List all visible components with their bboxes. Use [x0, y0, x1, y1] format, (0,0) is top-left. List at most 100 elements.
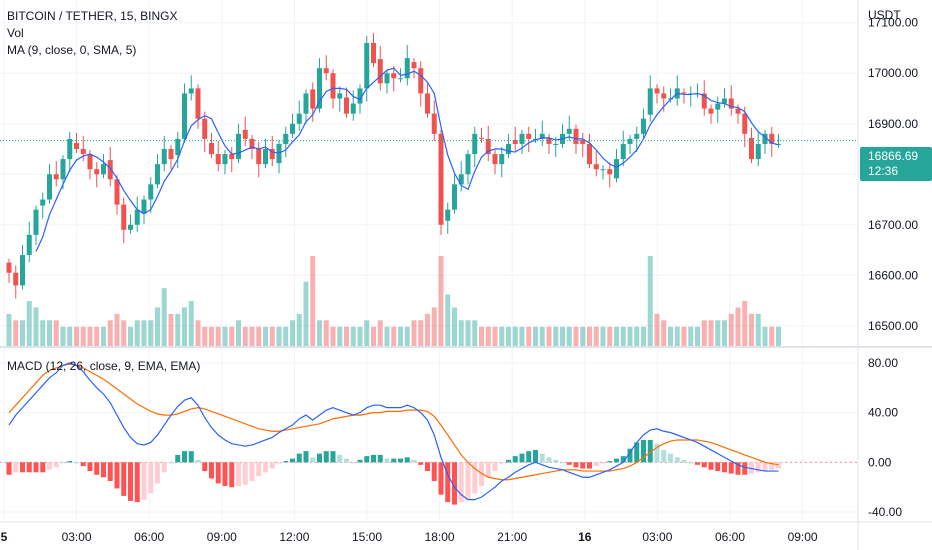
macd-histogram-bar: [614, 458, 619, 463]
macd-histogram-bar: [13, 462, 19, 473]
candle-body: [33, 209, 39, 235]
macd-histogram-bar: [337, 454, 343, 463]
macd-histogram-bar: [310, 457, 316, 463]
macd-histogram-bar: [728, 462, 734, 474]
volume-bar: [425, 313, 430, 346]
macd-histogram-bar: [499, 462, 505, 464]
volume-bar: [701, 320, 707, 346]
x-tick-label: 06:00: [715, 530, 745, 544]
macd-histogram-bar: [445, 462, 451, 503]
volume-bar: [20, 320, 25, 346]
macd-y-tick-label: 0.00: [868, 455, 892, 469]
volume-bar: [546, 326, 552, 346]
volume-bar: [593, 326, 599, 346]
candle-body: [641, 118, 646, 134]
volume-bar: [13, 320, 19, 346]
candle-body: [614, 159, 619, 179]
x-tick-label: 09:00: [207, 530, 237, 544]
macd-histogram-bar: [121, 462, 127, 496]
candle-body: [566, 128, 572, 134]
macd-histogram-bar: [74, 462, 79, 464]
candle-body: [40, 199, 46, 206]
macd-histogram-bar: [155, 462, 160, 484]
candle-body: [539, 133, 545, 139]
candle-body: [465, 154, 471, 175]
macd-histogram-bar: [391, 458, 397, 463]
volume-bar: [249, 326, 255, 346]
candle-body: [330, 73, 336, 99]
x-tick-label: 12:00: [279, 530, 309, 544]
volume-bar: [755, 313, 761, 346]
volume-legend: Vol: [7, 26, 24, 40]
macd-histogram-bar: [458, 462, 464, 503]
macd-histogram-bar: [708, 462, 714, 470]
macd-histogram-bar: [573, 462, 579, 468]
volume-bar: [762, 326, 768, 346]
candle-body: [722, 98, 727, 104]
volume-bar: [492, 326, 498, 346]
volume-bar: [134, 320, 140, 346]
candle-body: [344, 97, 349, 114]
candle-body: [263, 149, 268, 165]
macd-histogram-bar: [26, 462, 32, 473]
volume-bar: [101, 326, 106, 346]
candle-body: [526, 133, 532, 139]
macd-histogram-bar: [431, 462, 437, 481]
candle-body: [323, 68, 329, 74]
candle-body: [492, 154, 498, 165]
macd-histogram-bar: [101, 462, 106, 478]
macd-histogram-bar: [566, 462, 572, 465]
volume-bar: [600, 326, 606, 346]
volume-bar: [519, 326, 525, 346]
macd-y-tick-label: -40.00: [868, 505, 902, 519]
candle-body: [283, 133, 289, 144]
macd-histogram-bar: [53, 462, 59, 468]
candle-body: [600, 169, 606, 171]
candle-body: [573, 128, 579, 144]
volume-bar: [742, 301, 748, 346]
candle-body: [384, 73, 390, 84]
candle-body: [296, 113, 302, 124]
volume-bar: [161, 288, 167, 346]
volume-bar: [533, 326, 538, 346]
macd-histogram-bar: [87, 462, 93, 472]
x-tick-label: 03:00: [642, 530, 672, 544]
volume-bar: [202, 326, 208, 346]
macd-histogram-bar: [114, 462, 120, 489]
candle-body: [728, 98, 734, 109]
volume-bar: [391, 326, 397, 346]
volume-bar: [438, 256, 444, 346]
macd-legend: MACD (12, 26, close, 9, EMA, EMA): [7, 359, 201, 373]
macd-histogram-bar: [134, 462, 140, 503]
candle-body: [47, 174, 52, 200]
volume-bar: [776, 326, 781, 346]
macd-histogram-bar: [263, 462, 268, 473]
candle-body: [74, 142, 79, 150]
volume-bar: [269, 326, 275, 346]
candle-body: [458, 174, 464, 185]
volume-bar: [641, 326, 646, 346]
y-tick-label: 16600.00: [868, 268, 918, 282]
macd-histogram-bar: [317, 453, 322, 463]
volume-bar: [654, 313, 660, 346]
volume-bar: [553, 326, 559, 346]
macd-histogram-bar: [634, 442, 640, 463]
candle-body: [107, 160, 113, 180]
candle-body: [256, 149, 262, 165]
macd-histogram-bar: [418, 462, 424, 465]
candle-body: [661, 93, 667, 99]
macd-histogram-bar: [674, 457, 680, 463]
macd-histogram-bar: [546, 457, 552, 463]
macd-histogram-bar: [60, 462, 66, 464]
candle-body: [391, 73, 397, 79]
volume-bar: [485, 326, 491, 346]
macd-histogram-bar: [242, 462, 248, 485]
macd-histogram-bar: [661, 449, 667, 463]
macd-y-tick-label: 80.00: [868, 356, 898, 370]
macd-histogram-bar: [303, 451, 309, 463]
macd-histogram-bar: [742, 462, 748, 475]
macd-histogram-bar: [600, 462, 606, 464]
y-tick-label: 16900.00: [868, 117, 918, 131]
macd-histogram-bar: [668, 453, 673, 463]
